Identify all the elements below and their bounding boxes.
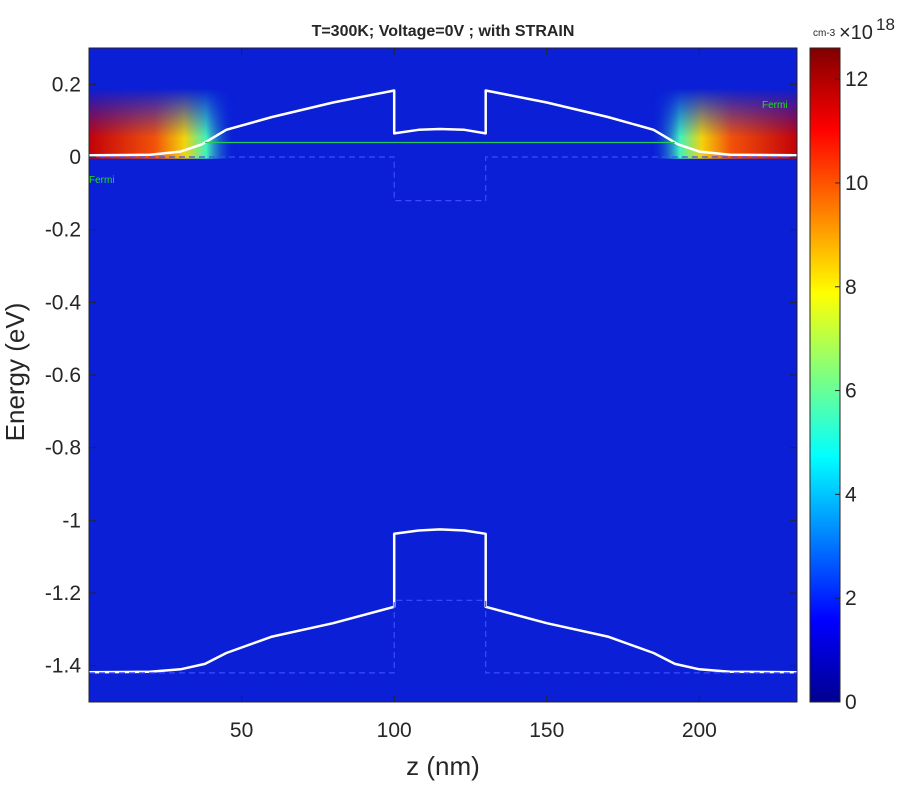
chart-title: T=300K; Voltage=0V ; with STRAIN xyxy=(312,23,575,40)
colorbar-tick-label: 6 xyxy=(845,380,857,403)
density-hotspot-left xyxy=(89,87,236,159)
band-curve-0 xyxy=(89,89,797,157)
x-axis-label: z (nm) xyxy=(406,751,480,781)
electron-density-layer xyxy=(89,87,797,159)
y-tick-label: -1 xyxy=(62,509,81,532)
y-tick-label: -1.4 xyxy=(45,655,82,678)
x-tick-label: 200 xyxy=(682,719,717,742)
band-curves xyxy=(89,89,797,674)
y-axis: 0.2 0 -0.2 -0.4 -0.6 -0.8 -1 -1.2 -1.4 xyxy=(45,73,797,678)
band-curve-3 xyxy=(89,599,797,674)
colorbar-multiplier: ×10 xyxy=(839,22,873,44)
colorbar-ticks: 0 2 4 6 8 10 12 xyxy=(835,68,868,714)
y-tick-label: 0.2 xyxy=(52,73,81,96)
colorbar-tick-label: 12 xyxy=(845,68,868,91)
y-tick-label: 0 xyxy=(69,146,81,169)
colorbar-tick-label: 2 xyxy=(845,587,857,610)
band-curve-1 xyxy=(89,528,797,674)
x-tick-label: 50 xyxy=(230,719,253,742)
y-axis-label: Energy (eV) xyxy=(0,303,30,442)
colorbar-tick-label: 4 xyxy=(845,483,857,506)
colorbar xyxy=(809,47,841,703)
y-tick-label: -1.2 xyxy=(45,582,81,605)
x-tick-label: 100 xyxy=(377,719,412,742)
y-tick-label: -0.2 xyxy=(45,219,81,242)
y-tick-label: -0.4 xyxy=(45,291,82,314)
colorbar-tick-label: 0 xyxy=(845,691,857,714)
y-tick-label: -0.6 xyxy=(45,364,81,387)
colorbar-tick-label: 8 xyxy=(845,276,857,299)
x-tick-label: 150 xyxy=(529,719,564,742)
colorbar-exponent: 18 xyxy=(876,15,895,34)
colorbar-tick-label: 10 xyxy=(845,172,868,195)
density-hotspot-right xyxy=(650,87,797,159)
x-axis: 50 100 150 200 xyxy=(230,48,717,742)
colorbar-unit: cm-3 xyxy=(813,28,836,39)
fermi-label-right: Fermi xyxy=(762,100,788,111)
y-tick-label: -0.8 xyxy=(45,437,81,460)
fermi-label-left: Fermi xyxy=(89,175,115,186)
band-curve-2 xyxy=(89,156,797,202)
